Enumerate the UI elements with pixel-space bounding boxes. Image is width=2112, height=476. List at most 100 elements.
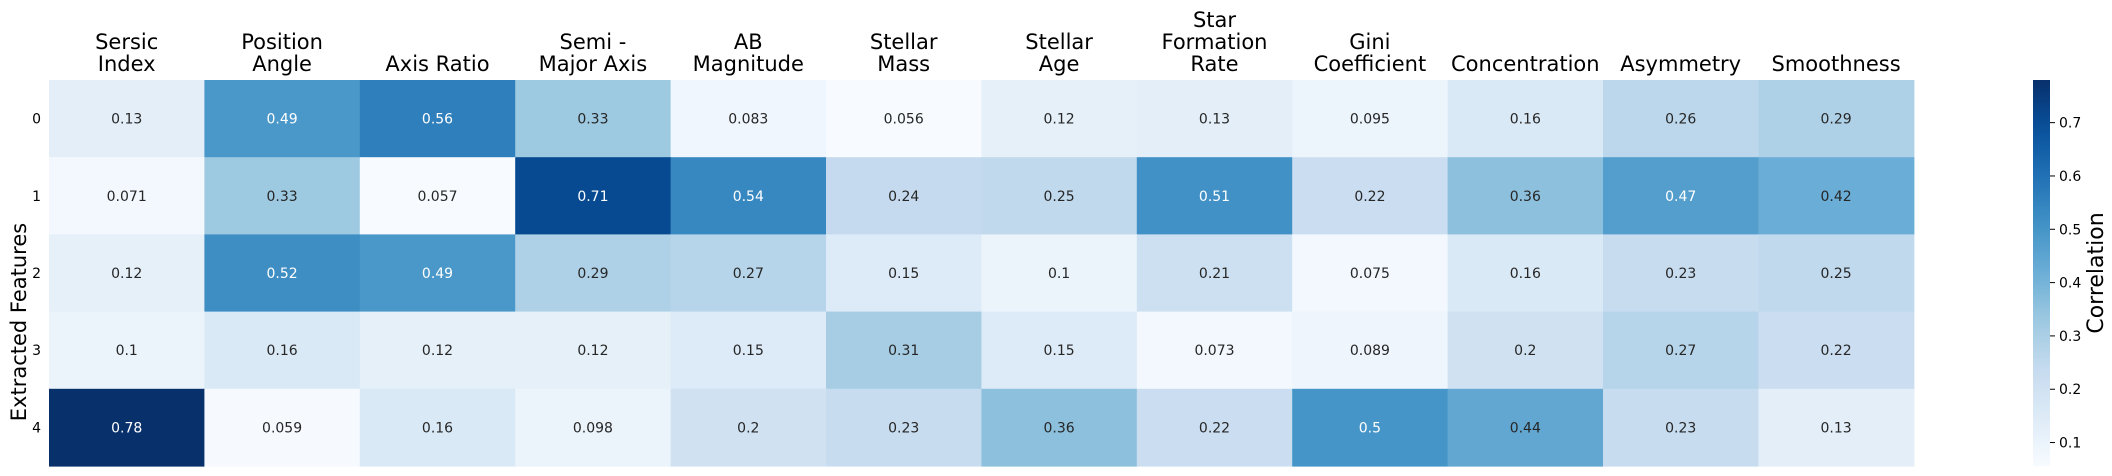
row-label: 0 <box>32 112 41 128</box>
column-label: Position Angle <box>241 30 323 76</box>
heatmap-cell <box>670 234 827 313</box>
colorbar-tick-label: 0.5 <box>2059 222 2081 238</box>
heatmap-cell <box>359 234 516 313</box>
cell-value-label: 0.13 <box>1821 420 1852 436</box>
cell-value-label: 0.23 <box>1665 266 1696 282</box>
cell-value-label: 0.27 <box>1665 343 1696 359</box>
cell-value-label: 0.16 <box>1510 112 1541 128</box>
heatmap-cell <box>359 311 516 390</box>
cell-value-label: 0.15 <box>1044 343 1075 359</box>
heatmap-cell <box>1447 388 1604 467</box>
cell-value-label: 0.12 <box>577 343 608 359</box>
cell-value-label: 0.075 <box>1350 266 1390 282</box>
cell-value-label: 0.15 <box>733 343 764 359</box>
cell-value-label: 0.083 <box>728 112 768 128</box>
heatmap-cell <box>1758 311 1915 390</box>
column-label: Gini Coefficient <box>1314 30 1427 76</box>
cell-value-label: 0.27 <box>733 266 764 282</box>
row-label: 3 <box>32 343 41 359</box>
cell-value-label: 0.23 <box>888 420 919 436</box>
colorbar-tick-label: 0.7 <box>2059 116 2081 132</box>
heatmap-cell <box>1136 234 1293 313</box>
heatmap-cell <box>49 311 205 390</box>
heatmap-cell <box>670 157 827 235</box>
heatmap-cell <box>1603 80 1759 158</box>
cell-value-label: 0.2 <box>1514 343 1536 359</box>
cell-value-label: 0.47 <box>1665 189 1696 205</box>
heatmap-cell <box>981 234 1138 313</box>
heatmap-cell <box>1136 388 1293 467</box>
heatmap-cell <box>1603 311 1759 390</box>
cell-value-label: 0.54 <box>733 189 764 205</box>
cell-value-label: 0.5 <box>1359 420 1381 436</box>
cell-value-label: 0.13 <box>1199 112 1230 128</box>
cell-value-label: 0.16 <box>1510 266 1541 282</box>
heatmap-cell <box>1758 234 1915 313</box>
cell-value-label: 0.12 <box>1044 112 1075 128</box>
heatmap-cell <box>826 157 982 235</box>
colorbar-ticks: 0.1 0.2 0.3 0.4 0.5 0.6 0.7 <box>2050 116 2081 452</box>
cell-value-label: 0.56 <box>422 112 453 128</box>
cell-value-label: 0.31 <box>888 343 919 359</box>
column-label: Semi -Major Axis <box>539 30 648 76</box>
cell-value-label: 0.1 <box>116 343 138 359</box>
column-label: Axis Ratio <box>385 52 489 76</box>
colorbar-tick-label: 0.1 <box>2059 436 2081 452</box>
cell-value-label: 0.36 <box>1510 189 1541 205</box>
cell-value-label: 0.29 <box>1821 112 1852 128</box>
heatmap-cell <box>826 311 982 390</box>
heatmap-cell <box>1447 311 1604 390</box>
cell-value-label: 0.095 <box>1350 112 1390 128</box>
row-label: 4 <box>32 420 41 436</box>
heatmap-cell <box>49 234 205 313</box>
cell-value-label: 0.056 <box>884 112 924 128</box>
heatmap-cell <box>359 157 516 235</box>
cell-value-label: 0.057 <box>417 189 457 205</box>
heatmap-cell <box>1292 234 1449 313</box>
cell-value-label: 0.098 <box>573 420 613 436</box>
heatmap-cell <box>1136 157 1293 235</box>
heatmap-cell <box>204 388 361 467</box>
y-axis-label: Extracted Features <box>7 223 31 421</box>
heatmap-cell <box>1447 234 1604 313</box>
heatmap-cell <box>1758 388 1915 467</box>
cell-value-label: 0.52 <box>267 266 298 282</box>
heatmap-cell <box>1447 157 1604 235</box>
cell-value-label: 0.26 <box>1665 112 1696 128</box>
heatmap-cell <box>670 311 827 390</box>
heatmap-cell <box>981 80 1138 158</box>
cell-value-label: 0.16 <box>267 343 298 359</box>
heatmap-cell <box>670 80 827 158</box>
colorbar <box>2033 80 2050 466</box>
cell-value-label: 0.25 <box>1044 189 1075 205</box>
heatmap-cell <box>359 388 516 467</box>
column-label: AB Magnitude <box>693 30 804 76</box>
column-label: Asymmetry <box>1620 52 1741 76</box>
cell-value-label: 0.44 <box>1510 420 1541 436</box>
heatmap-cell <box>49 80 205 158</box>
cell-value-label: 0.25 <box>1821 266 1852 282</box>
row-label: 1 <box>32 189 41 205</box>
colorbar-tick-label: 0.2 <box>2059 382 2081 398</box>
heatmap-cell <box>515 80 672 158</box>
column-label: Star Formation Rate <box>1162 8 1268 76</box>
heatmap-cell <box>515 234 672 313</box>
cell-value-label: 0.071 <box>107 189 147 205</box>
cell-value-label: 0.089 <box>1350 343 1390 359</box>
heatmap-cell <box>1447 80 1604 158</box>
heatmap-cell <box>204 311 361 390</box>
heatmap-cell <box>204 157 361 235</box>
cell-value-label: 0.71 <box>577 189 608 205</box>
cell-value-label: 0.33 <box>577 112 608 128</box>
cell-value-label: 0.22 <box>1354 189 1385 205</box>
heatmap-cell <box>826 388 982 467</box>
heatmap-cell <box>826 80 982 158</box>
colorbar-tick-label: 0.3 <box>2059 329 2081 345</box>
column-labels: Sersic Index Position Angle Axis Ratio Semi -… <box>95 8 1901 76</box>
cell-value-label: 0.22 <box>1821 343 1852 359</box>
heatmap-cell <box>1603 157 1759 235</box>
heatmap-cell <box>1758 80 1915 158</box>
heatmap-cell <box>359 80 516 158</box>
heatmap-cell <box>49 157 205 235</box>
heatmap-cell <box>670 388 827 467</box>
